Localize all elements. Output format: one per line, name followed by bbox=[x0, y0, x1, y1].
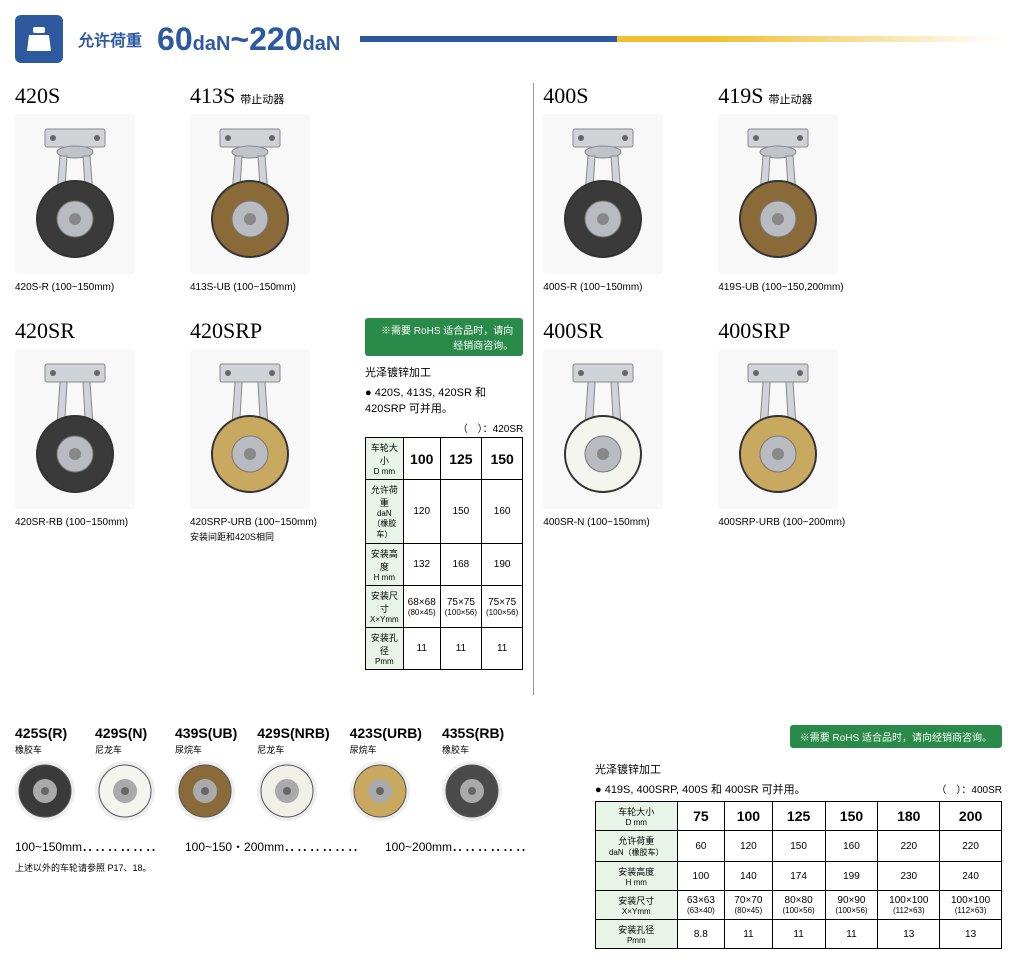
wheel-note: 上述以外的车轮请参照 P17、18。 bbox=[15, 861, 575, 874]
header-range: 60daN~220daN bbox=[157, 21, 340, 58]
spec-note: （ ）：400SR bbox=[936, 781, 1002, 799]
column-divider bbox=[533, 83, 534, 695]
product-400S: 400S 400S-R (100~150mm) bbox=[543, 83, 693, 293]
product-400SR: 400SR 400SR-N (100~150mm) bbox=[543, 318, 693, 528]
product-419S: 419S带止动器 419S-UB (100~150,200mm) bbox=[718, 83, 868, 293]
wheel-425S(R): 425S(R)橡胶车 bbox=[15, 725, 75, 826]
left-spec-section: ※需要 RoHS 适合品时，请向经销商咨询。 光泽镀锌加工 ● 420S, 41… bbox=[365, 318, 523, 670]
rohs-badge: ※需要 RoHS 适合品时，请向经销商咨询。 bbox=[790, 725, 1002, 748]
product-400SRP: 400SRP 400SRP-URB (100~200mm) bbox=[718, 318, 868, 528]
right-spec-table: 车轮大小D mm75100125150180200允许荷重daN（橡胶车）601… bbox=[595, 801, 1002, 949]
wheel-439S(UB): 439S(UB)尿烷车 bbox=[175, 725, 237, 826]
left-column: 420S 420S-R (100~150mm) 413S带止动器 413S-UB… bbox=[15, 83, 523, 695]
product-420SR: 420SR 420SR-RB (100~150mm) bbox=[15, 318, 165, 670]
spec-title: 光泽镀锌加工 bbox=[595, 761, 1002, 777]
wheel-variants: 425S(R)橡胶车 429S(N)尼龙车 439S(UB)尿烷车 429S(N… bbox=[15, 725, 575, 949]
wheel-435S(RB): 435S(RB)橡胶车 bbox=[442, 725, 504, 826]
header-bar: 允许荷重 60daN~220daN bbox=[15, 15, 1002, 63]
right-spec-section: ※需要 RoHS 适合品时，请向经销商咨询。 光泽镀锌加工 ● 419S, 40… bbox=[595, 725, 1002, 949]
header-label: 允许荷重 bbox=[78, 27, 142, 51]
wheel-423S(URB): 423S(URB)尿烷车 bbox=[350, 725, 422, 826]
weight-icon bbox=[15, 15, 63, 63]
wheel-429S(N): 429S(N)尼龙车 bbox=[95, 725, 155, 826]
right-column: 400S 400S-R (100~150mm) 419S带止动器 419S-UB… bbox=[543, 83, 1002, 695]
product-420SRP: 420SRP 420SRP-URB (100~150mm) 安装间距和420S相… bbox=[190, 318, 340, 670]
product-420S: 420S 420S-R (100~150mm) bbox=[15, 83, 165, 293]
wheel-429S(NRB): 429S(NRB)尼龙车 bbox=[257, 725, 329, 826]
product-413S: 413S带止动器 413S-UB (100~150mm) bbox=[190, 83, 340, 293]
spec-bullet: ● 419S, 400SRP, 400S 和 400SR 可并用。 bbox=[595, 781, 806, 797]
left-spec-table: 车轮大小D mm100125150允许荷重daN（橡胶车）120150160安装… bbox=[365, 437, 523, 670]
header-gradient bbox=[360, 36, 1002, 42]
